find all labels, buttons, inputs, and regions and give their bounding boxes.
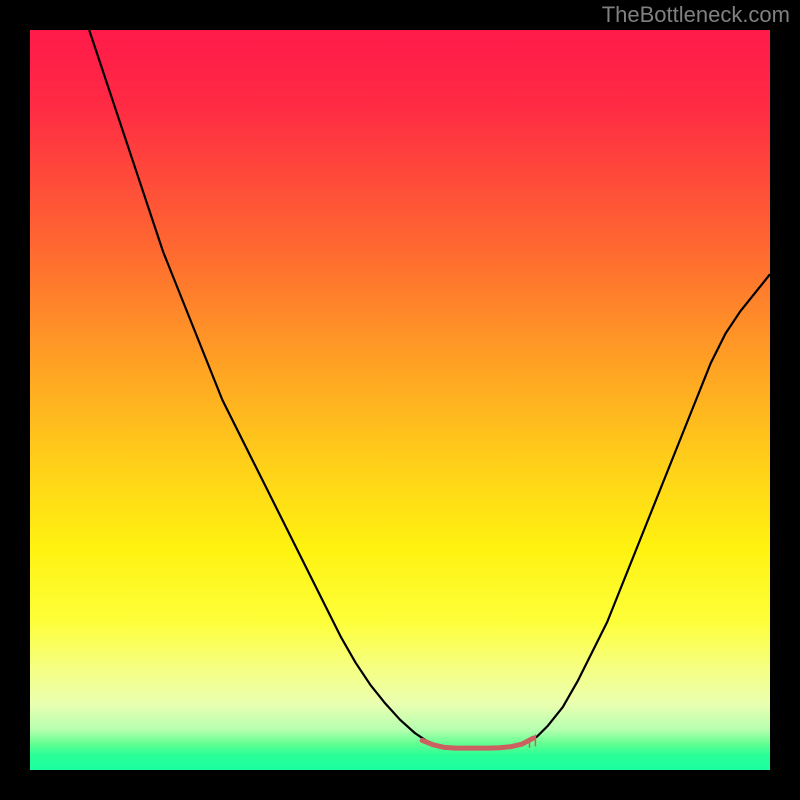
- chart-svg: [30, 30, 770, 770]
- chart-container: TheBottleneck.com: [0, 0, 800, 800]
- bottom-marker-dot: [498, 745, 503, 750]
- bottom-marker-dot: [431, 742, 436, 747]
- bottom-marker-dot: [453, 746, 458, 751]
- plot-area: [30, 30, 770, 770]
- bottom-marker-dot: [486, 746, 491, 751]
- bottom-marker-dot: [475, 746, 480, 751]
- bottom-marker-dot: [509, 744, 514, 749]
- bottom-marker-dot: [464, 746, 469, 751]
- watermark-text: TheBottleneck.com: [602, 2, 790, 28]
- bottom-marker-dot: [520, 742, 525, 747]
- bottom-marker-dot: [442, 745, 447, 750]
- bottom-marker-dot: [420, 738, 425, 743]
- gradient-background: [30, 30, 770, 770]
